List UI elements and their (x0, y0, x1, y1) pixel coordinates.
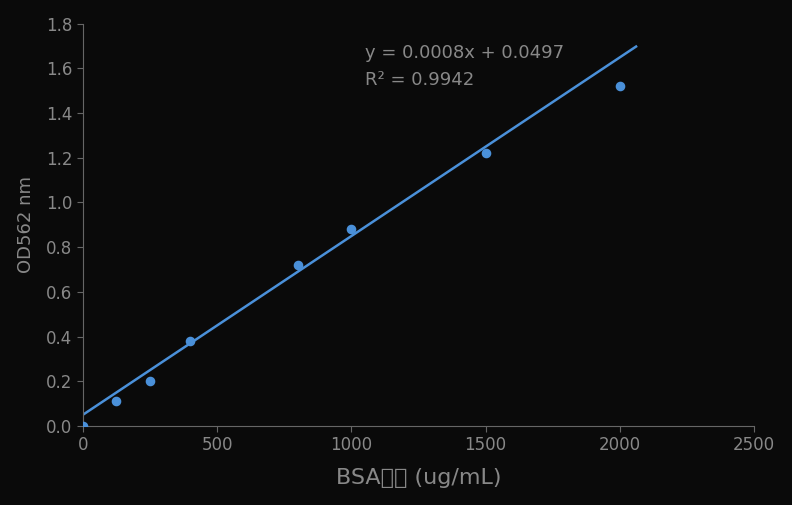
Point (479, 149, 492, 158)
Text: R² = 0.9942: R² = 0.9942 (365, 71, 474, 88)
Point (614, 82, 626, 90)
Text: y = 0.0008x + 0.0497: y = 0.0008x + 0.0497 (365, 44, 564, 62)
Point (291, 261, 304, 269)
Point (143, 377, 156, 385)
X-axis label: BSA浓度 (ug/mL): BSA浓度 (ug/mL) (336, 468, 501, 488)
Point (76, 422, 89, 430)
Point (110, 397, 123, 406)
Point (184, 337, 196, 345)
Y-axis label: OD562 nm: OD562 nm (17, 176, 35, 273)
Point (345, 225, 358, 233)
